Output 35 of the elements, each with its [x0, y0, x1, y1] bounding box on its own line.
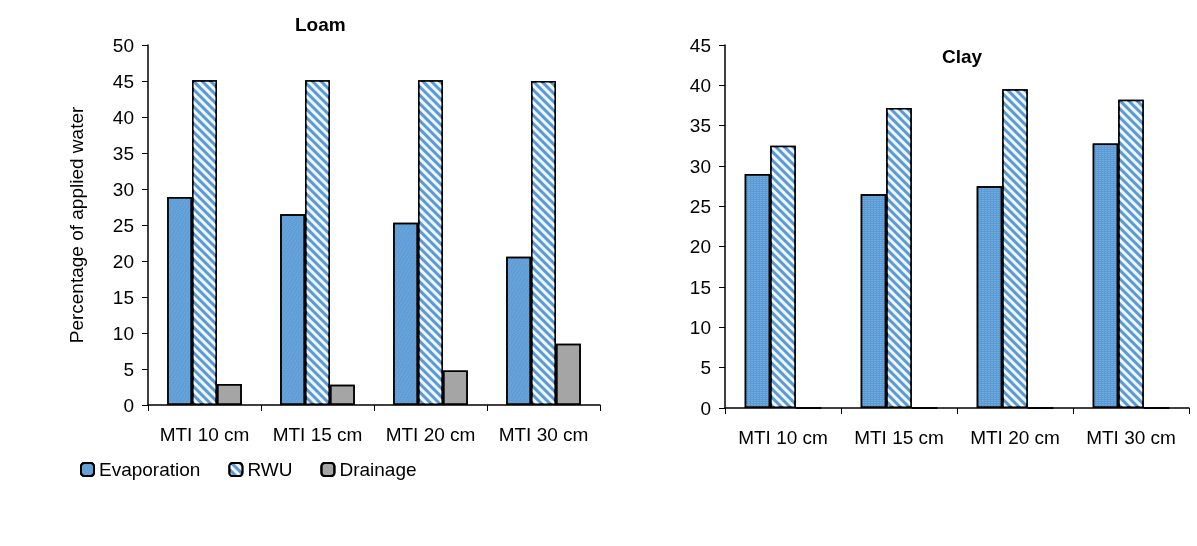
y-tick-label: 20	[689, 236, 711, 258]
y-tick-label: 40	[689, 74, 711, 96]
y-tick-label: 45	[112, 70, 134, 92]
y-tick-label: 50	[112, 34, 134, 56]
legend-label: RWU	[247, 459, 293, 480]
y-tick-label: 15	[689, 276, 711, 298]
x-tick-label: MTI 20 cm	[970, 427, 1060, 448]
y-tick-label: 5	[123, 358, 134, 380]
x-tick-label: MTI 15 cm	[854, 427, 944, 448]
x-tick-label: MTI 20 cm	[385, 424, 476, 445]
y-tick-label: 35	[112, 142, 134, 164]
chart-title: Clay	[942, 46, 983, 67]
y-tick-label: 0	[700, 397, 711, 419]
x-tick-label: MTI 15 cm	[272, 424, 363, 445]
y-tick-label: 15	[112, 286, 134, 308]
y-tick-label: 25	[112, 214, 134, 236]
y-tick-label: 10	[689, 316, 711, 338]
x-tick-label: MTI 30 cm	[498, 424, 589, 445]
y-tick-label: 35	[689, 115, 711, 137]
y-tick-label: 30	[689, 155, 711, 177]
legend-label: Evaporation	[99, 459, 201, 480]
y-tick-label: 5	[700, 357, 711, 379]
y-tick-label: 45	[689, 34, 711, 56]
y-tick-label: 20	[112, 250, 134, 272]
y-tick-label: 10	[112, 322, 134, 344]
y-tick-label: 0	[123, 394, 134, 416]
legend-label: Drainage	[339, 459, 417, 480]
y-tick-label: 25	[689, 195, 711, 217]
y-tick-label: 40	[112, 106, 134, 128]
chart-title: Loam	[295, 14, 346, 35]
x-tick-label: MTI 10 cm	[738, 427, 828, 448]
x-tick-label: MTI 30 cm	[1086, 427, 1176, 448]
x-tick-label: MTI 10 cm	[159, 424, 250, 445]
y-axis-title: Percentage of applied water	[66, 106, 87, 344]
y-tick-label: 30	[112, 178, 134, 200]
